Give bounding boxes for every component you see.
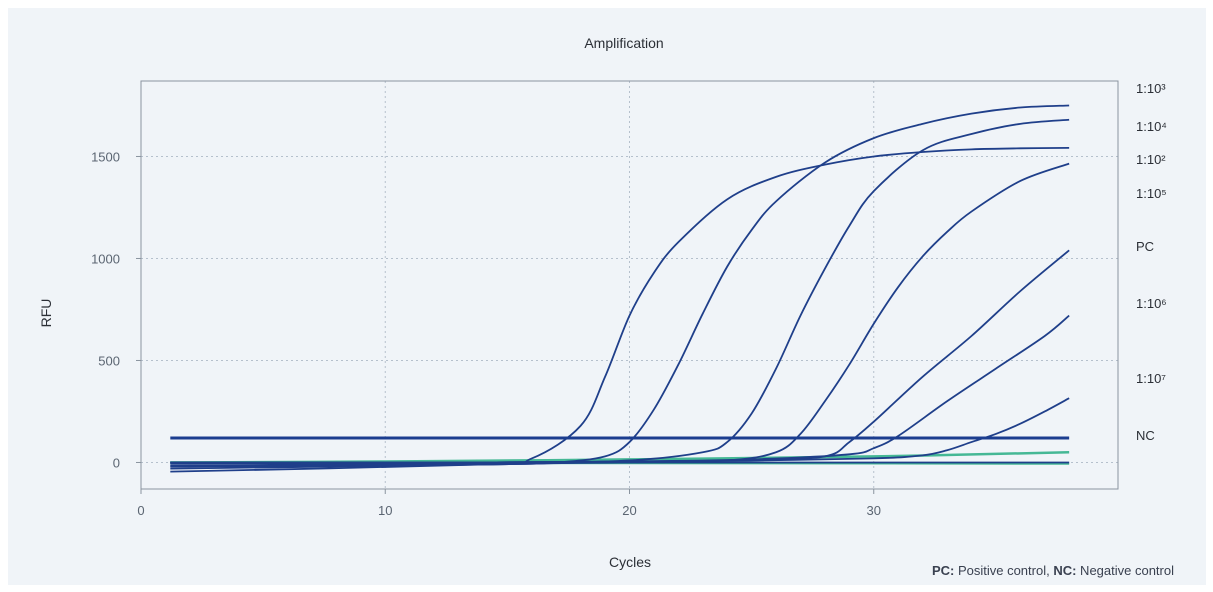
y-tick-label: 1000 <box>91 251 120 266</box>
nc-key: NC: <box>1053 563 1076 578</box>
series-labels: 1:10³ 1:10⁴ 1:10² 1:10⁵ PC 1:10⁶ 1:10⁷ NC <box>1136 81 1167 443</box>
legend-footnote: PC: Positive control, NC: Negative contr… <box>932 563 1174 578</box>
series-label: NC <box>1136 428 1155 443</box>
axis-ticks: 0 10 20 30 0 500 1000 1500 <box>91 149 881 518</box>
series-label: 1:10⁴ <box>1136 119 1167 134</box>
amplification-curve <box>170 249 1070 464</box>
series-label: 1:10³ <box>1136 81 1166 96</box>
chart-title: Amplification <box>584 35 663 51</box>
amplification-curve <box>170 104 1070 470</box>
amplification-curve <box>170 397 1070 464</box>
amplification-curves <box>170 104 1070 473</box>
y-axis-label: RFU <box>38 299 54 328</box>
series-label: 1:10⁷ <box>1136 371 1166 386</box>
pc-description: Positive control, <box>954 563 1053 578</box>
x-tick-label: 10 <box>378 503 392 518</box>
amplification-curve <box>170 118 1070 468</box>
grid <box>141 81 1118 489</box>
x-tick-label: 0 <box>137 503 144 518</box>
x-tick-label: 30 <box>867 503 881 518</box>
y-tick-label: 1500 <box>91 149 120 164</box>
y-tick-label: 500 <box>98 353 120 368</box>
series-label: PC <box>1136 239 1154 254</box>
series-label: 1:10⁵ <box>1136 186 1167 201</box>
y-tick-label: 0 <box>113 455 120 470</box>
amplification-curve <box>170 147 1070 473</box>
amplification-curve <box>170 162 1070 467</box>
x-axis-label: Cycles <box>609 554 651 570</box>
pc-key: PC: <box>932 563 954 578</box>
series-label: 1:10⁶ <box>1136 296 1167 311</box>
x-tick-label: 20 <box>622 503 636 518</box>
series-label: 1:10² <box>1136 152 1166 167</box>
nc-description: Negative control <box>1076 563 1174 578</box>
